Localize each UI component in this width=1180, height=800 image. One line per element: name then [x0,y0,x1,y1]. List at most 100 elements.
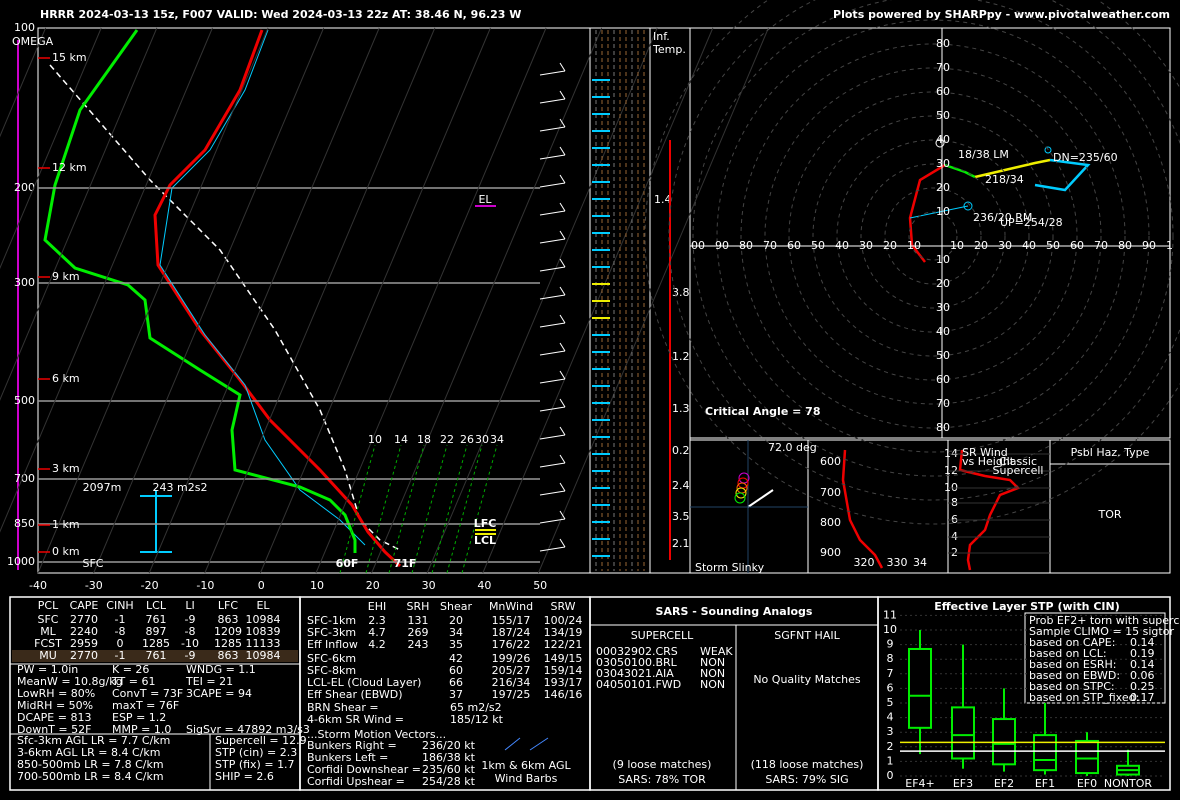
hodo-label: 60 [936,373,950,386]
kin-cell: 60 [449,664,463,677]
thetae-pressure: 700 [820,486,841,499]
pressure-label: 300 [14,276,35,289]
isotherm [259,27,491,574]
kin-cell: 146/16 [544,688,583,701]
hodo-label: 10 [950,239,964,252]
isotherm [0,27,158,401]
stp-box [1075,739,1099,775]
sars-match-class: NON [700,667,725,680]
sars-no-hail: No Quality Matches [753,673,861,686]
credit: Plots powered by SHARPpy - www.pivotalwe… [833,8,1170,21]
hodo-ring [740,43,1126,429]
thetae-trace [841,449,884,569]
inf-temp-value: 3.8 [672,286,690,299]
isotherm [0,27,47,138]
title: HRRR 2024-03-13 15z, F007 VALID: Wed 202… [40,8,521,21]
kin-label: SFC-6km [307,652,356,665]
thermo-header: CINH [106,599,133,612]
el-label: EL [478,193,492,206]
isotherm [315,27,547,574]
wind-barb [559,146,566,156]
inf-temp-title: Temp. [652,43,686,56]
inf-temp-value: 1.4 [654,193,672,206]
thermo-cell: 761 [146,649,167,662]
stp-legend-label: based on STPC: [1029,680,1115,693]
wind-barb [559,510,566,520]
barb-icon [504,737,521,751]
thermo-header: LI [185,599,194,612]
isotherm [0,27,102,270]
hodo-ring [860,163,1006,309]
kin-label: Eff Inflow [307,638,358,651]
critical-angle: Critical Angle = 78 [705,405,820,418]
mixing-ratio-label: 18 [417,433,431,446]
pressure-label: 1000 [7,555,35,568]
stp-x-label: EF2 [994,777,1014,790]
wind-barb [559,118,566,128]
hazard-frame [1049,439,1171,574]
inf-temp-value: 2.4 [672,479,690,492]
motion-value: 235/60 kt [422,763,476,776]
wind-barb [559,258,566,268]
thermo-index: 3CAPE = 94 [186,687,252,700]
hodo-label: 90 [715,239,729,252]
hodo-label: 80 [739,239,753,252]
kin-cell: 216/34 [492,676,531,689]
thermo-cell: 761 [146,613,167,626]
hodo-label: 20 [974,239,988,252]
hazard-title: Psbl Haz. Type [1071,446,1150,459]
temp-label: 50 [533,579,547,592]
isotherm [204,27,436,574]
motion-label: Bunkers Right = [307,739,397,752]
stp-legend-head: Prob EF2+ torn with supercell [1029,614,1180,627]
wind-barb [559,62,566,72]
sars-pct: SARS: 79% SIG [765,773,848,786]
hodo-label: 20 [883,239,897,252]
slinky-angle: 72.0 deg [768,441,817,454]
temp-label: 0 [258,579,265,592]
height-label: 9 km [52,270,80,283]
hodo-ring [836,139,1030,333]
thermo-cell: -1 [115,649,126,662]
kin-param-value: 65 m2/s2 [450,701,502,714]
hodo-label: 60 [1070,239,1084,252]
hodo-label: 40 [936,325,950,338]
hodo-label: 30 [936,301,950,314]
thermo-index: MeanW = 10.8g/kg [17,675,123,688]
isotherm [37,27,269,574]
wind-barb [539,322,566,328]
eff-depth-label: 2097m [83,481,122,494]
lapse-rate: 700-500mb LR = 8.4 C/km [17,770,164,783]
kin-header: MnWind [489,600,533,613]
slinky-ring [735,487,747,499]
hodo-label: 70 [936,61,950,74]
sars-loose: (118 loose matches) [751,758,864,771]
kin-cell: 243 [408,638,429,651]
kin-cell: 134/19 [544,626,583,639]
hodo-label: 40 [1022,239,1036,252]
thetae-x-label: 330 [887,556,908,569]
hodo-label: 50 [1046,239,1060,252]
hodo-label: 80 [936,421,950,434]
isotherm [371,27,603,574]
mixing-ratio-line [365,444,402,574]
hodo-label: 90 [1142,239,1156,252]
motion-label: Corfidi Downshear = [307,763,421,776]
stp-legend-value: 0.19 [1130,647,1155,660]
composite: SHIP = 2.6 [215,770,274,783]
kin-cell: 199/26 [492,652,531,665]
kin-header: SRW [550,600,575,613]
inf-temp-value: 1.2 [672,350,690,363]
inf-temp-value: 2.1 [672,537,690,550]
classic-label: Supercell [993,464,1044,477]
sars-match: 03050100.BRL [596,656,678,669]
stp-y-label: 11 [883,608,897,621]
kin-cell: 149/15 [544,652,583,665]
mixing-ratio-label: 34 [490,433,504,446]
thermo-cell: 2959 [70,637,98,650]
hodo-9-12km [1034,158,1091,192]
kin-cell: 20 [449,614,463,627]
temp-label: 30 [422,579,436,592]
hodo-label: 00 [691,239,705,252]
